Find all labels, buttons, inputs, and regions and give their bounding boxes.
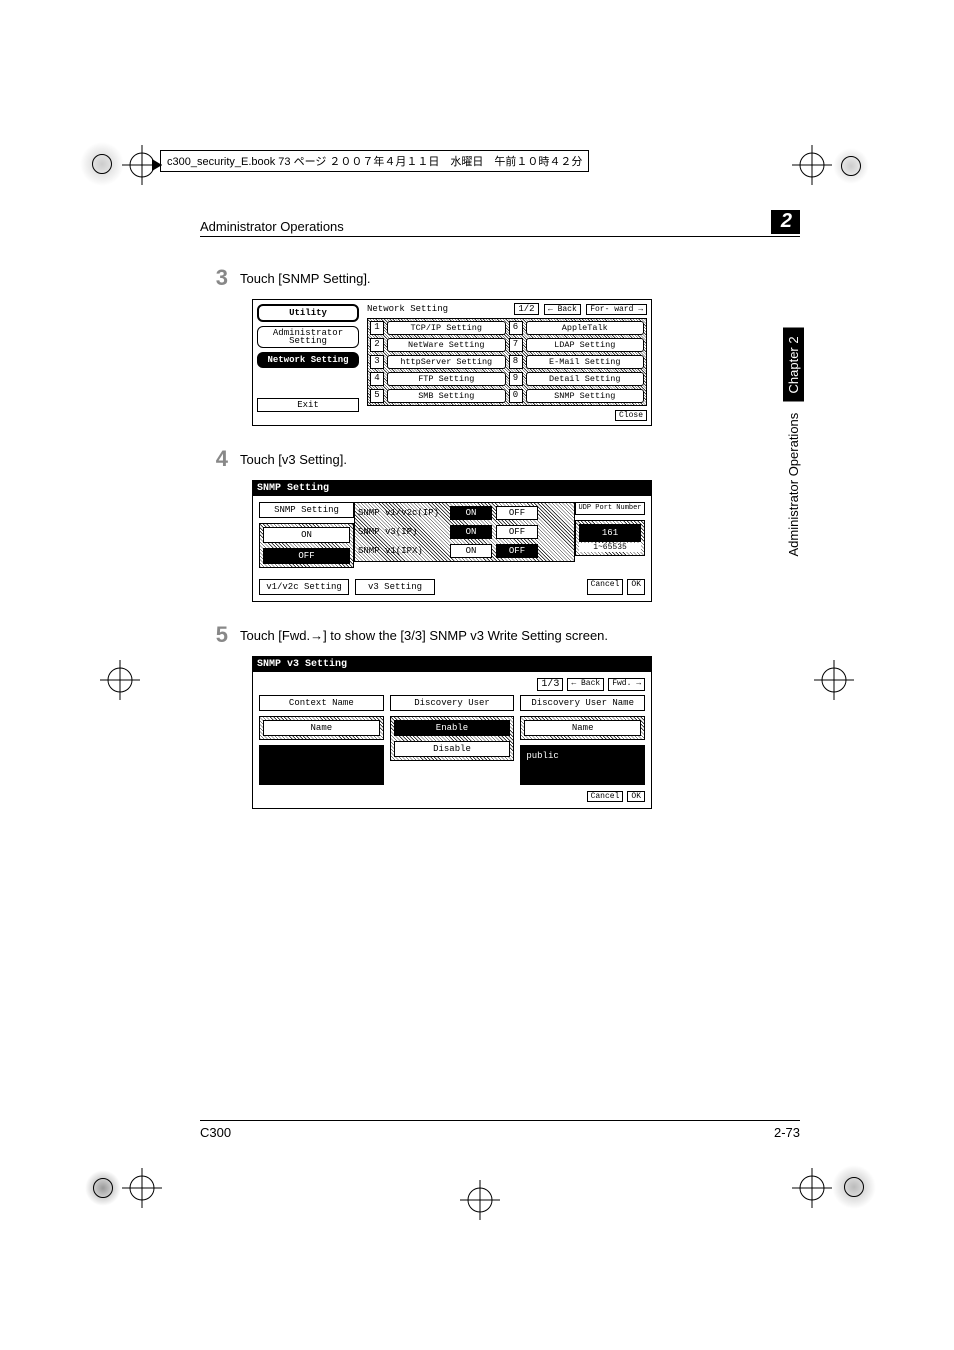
email-setting-button[interactable]: E-Mail Setting — [526, 355, 645, 369]
reg-mark — [792, 1168, 832, 1208]
screen-title: SNMP v3 Setting — [253, 657, 651, 672]
name-button[interactable]: Name — [263, 720, 380, 736]
udp-port-value[interactable]: 161 — [579, 524, 641, 542]
step-number: 3 — [200, 267, 240, 289]
item-number: 5 — [370, 389, 384, 403]
page-indicator: 1/3 — [537, 678, 563, 691]
step-text: Touch [SNMP Setting]. — [240, 267, 800, 289]
step-text: Touch [Fwd.→] to show the [3/3] SNMP v3 … — [240, 624, 800, 646]
discovery-user-name-value: public — [524, 749, 641, 763]
reg-mark — [792, 145, 832, 185]
footer-right: 2-73 — [774, 1125, 800, 1140]
exit-button[interactable]: Exit — [257, 398, 359, 412]
network-setting-screen: Utility Administrator Setting Network Se… — [252, 299, 652, 426]
on-button[interactable]: ON — [263, 527, 350, 543]
utility-tab[interactable]: Utility — [257, 304, 359, 322]
reg-mark — [122, 1168, 162, 1208]
chapter-badge: 2 — [771, 210, 800, 234]
network-setting-tab[interactable]: Network Setting — [257, 352, 359, 368]
footer-left: C300 — [200, 1125, 231, 1140]
snmp-v1v2c-ip-label: SNMP v1/v2c(IP) — [358, 508, 446, 518]
off-toggle[interactable]: OFF — [496, 506, 538, 520]
snmp-v1-ipx-label: SNMP v1(IPX) — [358, 546, 446, 556]
udp-port-label: UDP Port Number — [575, 502, 645, 515]
back-button[interactable]: ← Back — [544, 304, 581, 315]
snmp-setting-button[interactable]: SNMP Setting — [526, 389, 645, 403]
appletalk-button[interactable]: AppleTalk — [526, 321, 645, 335]
disable-button[interactable]: Disable — [394, 741, 511, 757]
book-header: c300_security_E.book 73 ページ ２００７年４月１１日 水… — [160, 150, 589, 172]
item-number: 2 — [370, 338, 384, 352]
detail-setting-button[interactable]: Detail Setting — [526, 372, 645, 386]
page-indicator: 1/2 — [514, 303, 538, 315]
on-toggle[interactable]: ON — [450, 525, 492, 539]
off-toggle[interactable]: OFF — [496, 525, 538, 539]
netware-setting-button[interactable]: NetWare Setting — [387, 338, 506, 352]
snmp-setting-label: SNMP Setting — [259, 502, 354, 518]
ok-button[interactable]: OK — [627, 791, 645, 802]
reg-mark — [832, 1165, 876, 1209]
admin-setting-tab[interactable]: Administrator Setting — [257, 326, 359, 348]
off-button[interactable]: OFF — [263, 548, 350, 564]
reg-mark — [833, 148, 869, 184]
forward-button[interactable]: For- ward → — [586, 304, 647, 315]
udp-port-range: 1~65535 — [579, 543, 641, 552]
reg-mark — [85, 1170, 121, 1206]
screen-title: Network Setting — [367, 304, 448, 314]
off-toggle[interactable]: OFF — [496, 544, 538, 558]
item-number: 8 — [509, 355, 523, 369]
reg-mark — [460, 1180, 500, 1220]
forward-button[interactable]: Fwd. → — [608, 678, 645, 691]
item-number: 7 — [509, 338, 523, 352]
item-number: 1 — [370, 321, 384, 335]
discovery-user-name-label: Discovery User Name — [520, 695, 645, 711]
section-title: Administrator Operations — [200, 219, 344, 234]
name-button[interactable]: Name — [524, 720, 641, 736]
step-number: 4 — [200, 448, 240, 470]
cancel-button[interactable]: Cancel — [587, 791, 624, 802]
item-number: 6 — [509, 321, 523, 335]
step-text: Touch [v3 Setting]. — [240, 448, 800, 470]
reg-mark — [814, 660, 854, 700]
context-name-label: Context Name — [259, 695, 384, 711]
snmp-v3-setting-screen: SNMP v3 Setting 1/3 ← Back Fwd. → Contex… — [252, 656, 652, 809]
on-toggle[interactable]: ON — [450, 544, 492, 558]
enable-button[interactable]: Enable — [394, 720, 511, 736]
reg-mark — [122, 145, 162, 185]
cancel-button[interactable]: Cancel — [587, 579, 624, 595]
item-number: 4 — [370, 372, 384, 386]
snmp-v3-ip-label: SNMP v3(IP) — [358, 527, 446, 537]
close-button[interactable]: Close — [615, 410, 647, 421]
screen-title: SNMP Setting — [253, 481, 651, 496]
ok-button[interactable]: OK — [627, 579, 645, 595]
reg-mark — [100, 660, 140, 700]
item-number: 9 — [509, 372, 523, 386]
item-number: 0 — [509, 389, 523, 403]
reg-mark — [80, 142, 124, 186]
tcpip-setting-button[interactable]: TCP/IP Setting — [387, 321, 506, 335]
on-toggle[interactable]: ON — [450, 506, 492, 520]
back-button[interactable]: ← Back — [567, 678, 604, 691]
step-number: 5 — [200, 624, 240, 646]
smb-setting-button[interactable]: SMB Setting — [387, 389, 506, 403]
ftp-setting-button[interactable]: FTP Setting — [387, 372, 506, 386]
discovery-user-label: Discovery User — [390, 695, 515, 711]
ldap-setting-button[interactable]: LDAP Setting — [526, 338, 645, 352]
item-number: 3 — [370, 355, 384, 369]
httpserver-setting-button[interactable]: httpServer Setting — [387, 355, 506, 369]
v3-setting-button[interactable]: v3 Setting — [355, 579, 435, 595]
v1v2c-setting-button[interactable]: v1/v2c Setting — [259, 579, 349, 595]
snmp-setting-screen: SNMP Setting SNMP Setting ON OFF SNMP v1… — [252, 480, 652, 602]
